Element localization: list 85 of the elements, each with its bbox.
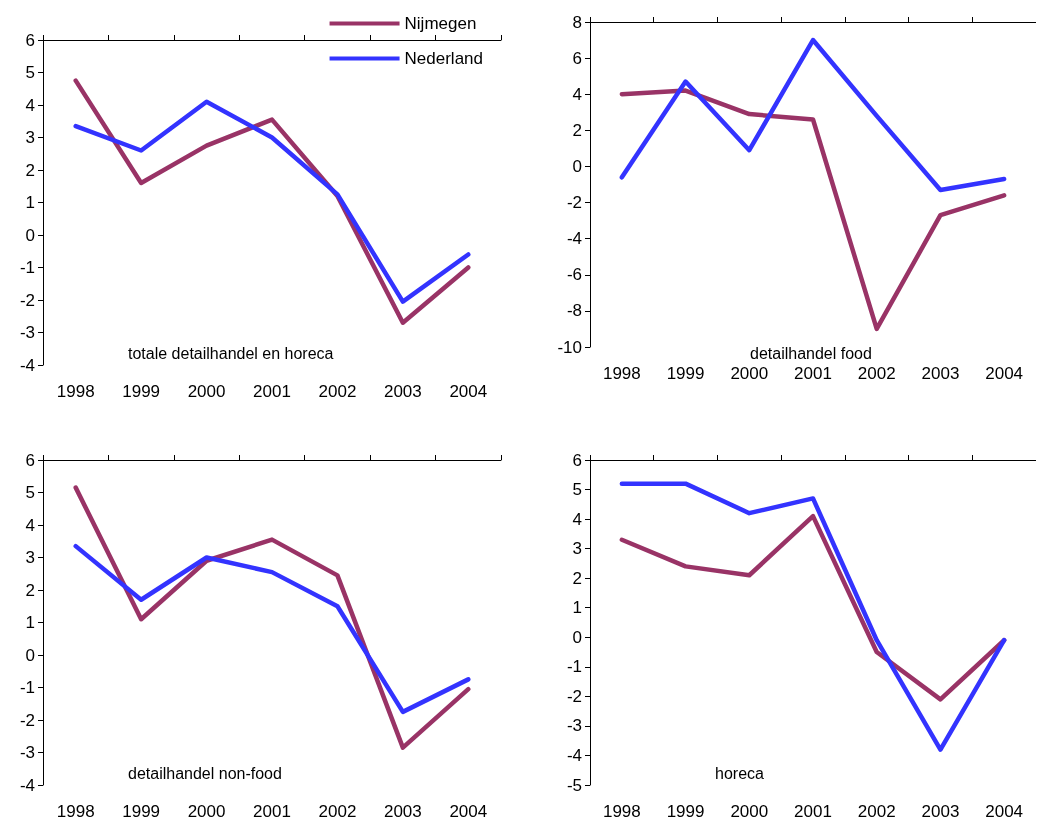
y-tick-label: 0 xyxy=(572,627,582,647)
y-tick-label: 5 xyxy=(572,480,582,500)
text: detailhandel non-food xyxy=(128,764,282,782)
x-tick-label: 2000 xyxy=(187,802,226,821)
y-tick-label: 5 xyxy=(25,63,35,82)
x-tick-label: 2000 xyxy=(187,382,226,401)
x-tick-label: 2003 xyxy=(921,802,960,821)
y-tick-label: 5 xyxy=(25,483,35,502)
line-series xyxy=(619,88,1007,332)
x-tick-label: 2000 xyxy=(730,802,769,821)
x-tick-label: 2000 xyxy=(730,364,769,383)
x-tick-label: 2001 xyxy=(253,382,291,401)
x-tick-label: 2002 xyxy=(318,802,357,821)
y-tick-label: 4 xyxy=(572,84,582,104)
y-tick-label: 2 xyxy=(572,568,582,588)
y-tick-label: -2 xyxy=(566,686,582,706)
y-tick-label: -4 xyxy=(19,355,35,375)
y-tick-label: 2 xyxy=(25,580,35,600)
x-tick-label: 1998 xyxy=(602,802,641,821)
y-tick-label: 3 xyxy=(572,539,582,559)
y-tick-label: 3 xyxy=(25,548,35,567)
x-tick-label: 2002 xyxy=(857,364,896,383)
y-tick-label: -3 xyxy=(566,716,582,736)
x-tick-label: 1999 xyxy=(666,802,705,821)
x-tick-label: 2004 xyxy=(449,382,488,401)
x-tick-label: 2003 xyxy=(383,802,422,821)
x-tick-label: 2002 xyxy=(318,382,357,401)
y-tick-label: 6 xyxy=(25,450,35,470)
x-tick-label: 2003 xyxy=(921,364,960,383)
y-tick-label: -1 xyxy=(19,258,35,277)
y-tick-label: -4 xyxy=(19,775,35,795)
text: horeca xyxy=(715,764,765,782)
y-tick-label: -1 xyxy=(19,678,35,697)
text: totale detailhandel en horeca xyxy=(128,344,334,362)
y-tick-label: -10 xyxy=(557,337,582,357)
x-tick-label: 1998 xyxy=(56,802,95,821)
x-tick-label: 1998 xyxy=(56,382,95,401)
y-tick-label: -2 xyxy=(19,710,35,730)
y-tick-label: 3 xyxy=(25,128,35,147)
line-series xyxy=(73,99,471,304)
y-tick-label: -5 xyxy=(566,775,582,795)
y-tick-label: 1 xyxy=(25,613,35,632)
legend-label: Nederland xyxy=(404,49,484,68)
text: detailhandel food xyxy=(750,344,872,362)
x-tick-label: 2004 xyxy=(449,802,488,821)
x-tick-label: 2003 xyxy=(383,382,422,401)
y-tick-label: 6 xyxy=(572,48,582,68)
y-tick-label: 1 xyxy=(572,598,582,618)
y-tick-label: 2 xyxy=(25,160,35,180)
y-tick-label: 4 xyxy=(25,95,35,115)
x-tick-label: 2001 xyxy=(253,802,291,821)
y-tick-label: 6 xyxy=(25,30,35,50)
y-tick-label: 2 xyxy=(572,120,582,140)
x-tick-label: 1999 xyxy=(666,364,705,383)
y-tick-label: -3 xyxy=(19,743,35,762)
line-series xyxy=(619,37,1007,193)
y-tick-label: 4 xyxy=(572,509,582,529)
y-tick-label: 8 xyxy=(572,12,582,32)
y-tick-label: -4 xyxy=(566,745,582,765)
line-series xyxy=(73,78,471,325)
y-tick-label: -8 xyxy=(566,301,582,321)
y-tick-label: 0 xyxy=(572,156,582,176)
legend-label: Nijmegen xyxy=(404,14,477,33)
y-tick-label: 4 xyxy=(25,515,35,535)
x-tick-label: 1998 xyxy=(602,364,641,383)
line-series xyxy=(73,485,471,750)
x-tick-label: 1999 xyxy=(122,802,161,821)
line-series xyxy=(73,543,471,715)
y-tick-label: 6 xyxy=(572,450,582,470)
line-series xyxy=(619,481,1007,752)
y-tick-label: -1 xyxy=(566,657,582,677)
y-tick-label: -6 xyxy=(566,265,582,285)
y-tick-label: -2 xyxy=(566,193,582,213)
x-tick-label: 2004 xyxy=(985,802,1024,821)
y-tick-label: 0 xyxy=(25,225,35,245)
y-tick-label: 0 xyxy=(25,645,35,665)
y-tick-label: 1 xyxy=(25,193,35,212)
x-tick-label: 2002 xyxy=(857,802,896,821)
x-tick-label: 1999 xyxy=(122,382,161,401)
y-tick-label: -2 xyxy=(19,290,35,310)
x-tick-label: 2001 xyxy=(794,364,832,383)
y-tick-label: -3 xyxy=(19,323,35,342)
x-tick-label: 2001 xyxy=(794,802,832,821)
x-tick-label: 2004 xyxy=(985,364,1024,383)
y-tick-label: -4 xyxy=(566,229,582,249)
